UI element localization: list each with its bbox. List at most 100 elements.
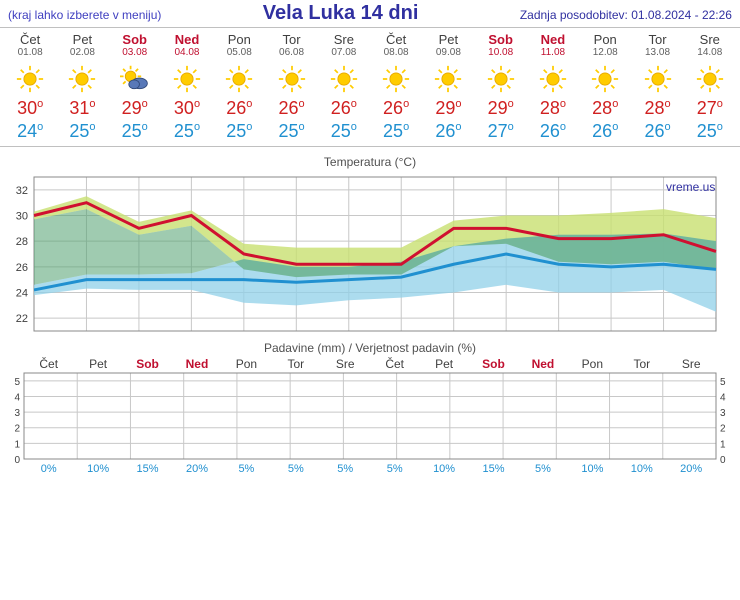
- day-date: 01.08: [4, 47, 56, 58]
- precip-day-label: Sob: [123, 357, 172, 371]
- weather-icon: [684, 64, 736, 94]
- precip-day-label: Pet: [73, 357, 122, 371]
- day-name: Pon: [213, 32, 265, 47]
- weather-icon: [4, 64, 56, 94]
- weather-icon: [109, 64, 161, 94]
- precip-day-label: Ned: [172, 357, 221, 371]
- high-temp: 29o: [422, 98, 474, 119]
- day-name: Ned: [161, 32, 213, 47]
- forecast-day: Pon12.0828o26o: [579, 30, 631, 144]
- weather-icon: [422, 64, 474, 94]
- day-date: 05.08: [213, 47, 265, 58]
- precip-probability: 5%: [518, 463, 567, 475]
- high-temp: 28o: [631, 98, 683, 119]
- forecast-day: Sob03.08 29o25o: [109, 30, 161, 144]
- high-temp: 29o: [109, 98, 161, 119]
- weather-icon: [56, 64, 108, 94]
- temperature-chart: 222426283032vreme.us: [6, 171, 734, 341]
- precip-probability: 5%: [271, 463, 320, 475]
- page-title: Vela Luka 14 dni: [263, 2, 419, 25]
- precip-day-label: Pon: [222, 357, 271, 371]
- precip-probability: 20%: [172, 463, 221, 475]
- precip-probability: 20%: [666, 463, 715, 475]
- svg-text:32: 32: [16, 185, 28, 197]
- precip-day-label: Sre: [321, 357, 370, 371]
- day-name: Sre: [318, 32, 370, 47]
- precip-probability: 10%: [568, 463, 617, 475]
- day-name: Sob: [109, 32, 161, 47]
- svg-text:0: 0: [14, 455, 20, 463]
- low-temp: 25o: [56, 121, 108, 142]
- svg-text:3: 3: [14, 408, 20, 419]
- precip-day-label: Čet: [24, 357, 73, 371]
- precip-chart-section: Padavine (mm) / Verjetnost padavin (%) Č…: [0, 341, 740, 479]
- precip-chart: 001122334455: [6, 371, 734, 463]
- svg-text:24: 24: [16, 288, 28, 300]
- low-temp: 25o: [370, 121, 422, 142]
- forecast-day: Pon05.08 26o25o: [213, 30, 265, 144]
- low-temp: 26o: [631, 121, 683, 142]
- weather-icon: [318, 64, 370, 94]
- day-date: 07.08: [318, 47, 370, 58]
- low-temp: 24o: [4, 121, 56, 142]
- forecast-day: Pet02.0831o25o: [56, 30, 108, 144]
- forecast-day: Sre14.0827o25o: [684, 30, 736, 144]
- last-updated: Zadnja posodobitev: 01.08.2024 - 22:26: [520, 8, 732, 22]
- low-temp: 25o: [213, 121, 265, 142]
- low-temp: 25o: [684, 121, 736, 142]
- precip-day-label: Tor: [271, 357, 320, 371]
- weather-icon: [370, 64, 422, 94]
- forecast-day: Sob10.0829o27o: [475, 30, 527, 144]
- svg-text:2: 2: [720, 424, 726, 435]
- precip-probability: 10%: [73, 463, 122, 475]
- day-date: 06.08: [265, 47, 317, 58]
- low-temp: 25o: [318, 121, 370, 142]
- day-name: Pet: [422, 32, 474, 47]
- day-date: 03.08: [109, 47, 161, 58]
- day-date: 08.08: [370, 47, 422, 58]
- separator: [0, 146, 740, 147]
- temperature-chart-section: Temperatura (°C) 222426283032vreme.us: [0, 149, 740, 341]
- day-date: 14.08: [684, 47, 736, 58]
- day-name: Sre: [684, 32, 736, 47]
- forecast-day: Pet09.0829o26o: [422, 30, 474, 144]
- svg-text:1: 1: [14, 439, 20, 450]
- svg-text:1: 1: [720, 439, 726, 450]
- day-date: 04.08: [161, 47, 213, 58]
- day-date: 11.08: [527, 47, 579, 58]
- low-temp: 26o: [579, 121, 631, 142]
- precip-probability: 15%: [469, 463, 518, 475]
- day-date: 13.08: [631, 47, 683, 58]
- svg-text:28: 28: [16, 236, 28, 248]
- weather-icon: [631, 64, 683, 94]
- header: (kraj lahko izberete v meniju) Vela Luka…: [0, 0, 740, 25]
- day-name: Pon: [579, 32, 631, 47]
- svg-text:5: 5: [720, 377, 726, 388]
- day-date: 12.08: [579, 47, 631, 58]
- low-temp: 25o: [109, 121, 161, 142]
- precip-day-labels: ČetPetSobNedPonTorSreČetPetSobNedPonTorS…: [6, 357, 734, 371]
- svg-text:vreme.us: vreme.us: [666, 180, 715, 194]
- high-temp: 30o: [4, 98, 56, 119]
- precip-probability: 10%: [617, 463, 666, 475]
- precip-probability: 5%: [321, 463, 370, 475]
- svg-text:4: 4: [720, 392, 726, 403]
- low-temp: 25o: [161, 121, 213, 142]
- weather-icon: [161, 64, 213, 94]
- precip-probability: 5%: [222, 463, 271, 475]
- temp-chart-title: Temperatura (°C): [6, 155, 734, 169]
- day-date: 10.08: [475, 47, 527, 58]
- precip-day-label: Sob: [469, 357, 518, 371]
- day-name: Čet: [4, 32, 56, 47]
- high-temp: 26o: [318, 98, 370, 119]
- svg-text:3: 3: [720, 408, 726, 419]
- precip-day-label: Sre: [666, 357, 715, 371]
- high-temp: 26o: [213, 98, 265, 119]
- precip-probability: 10%: [419, 463, 468, 475]
- weather-icon: [527, 64, 579, 94]
- high-temp: 31o: [56, 98, 108, 119]
- precip-probability: 5%: [370, 463, 419, 475]
- day-name: Tor: [265, 32, 317, 47]
- day-name: Ned: [527, 32, 579, 47]
- svg-text:22: 22: [16, 313, 28, 325]
